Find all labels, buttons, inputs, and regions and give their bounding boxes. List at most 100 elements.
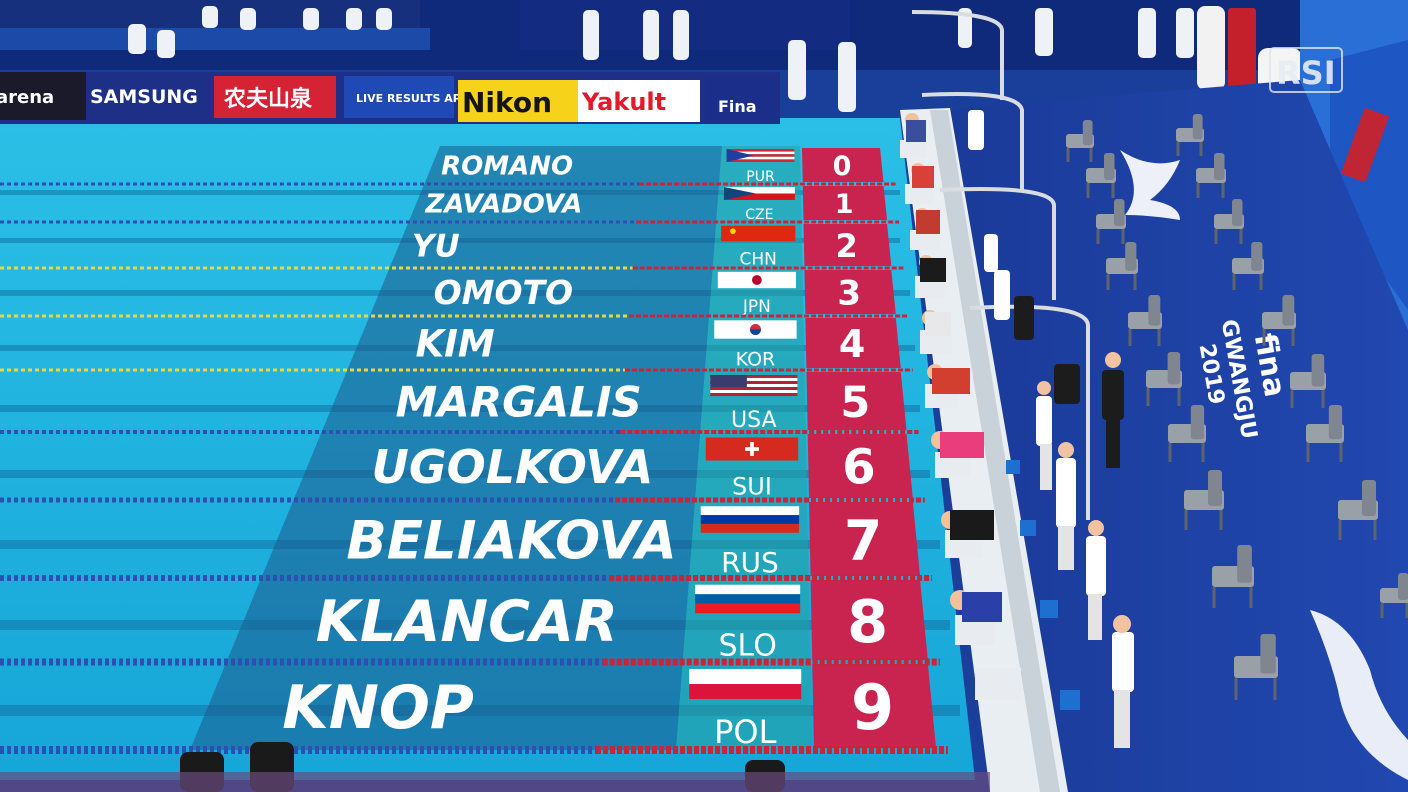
swimmer-name: KLANCAR [316, 589, 618, 655]
lane-row: 2 CHN YU [412, 224, 892, 269]
sponsor-live-results: LIVE RESULTS APP [356, 92, 469, 105]
lane-number-box [802, 148, 884, 182]
deck-chair [1290, 354, 1326, 408]
deck-chair [1106, 242, 1138, 290]
deck-chair [1232, 242, 1264, 290]
flag-rus-icon [700, 506, 800, 533]
deck-chair [1212, 545, 1254, 608]
stands [0, 0, 1408, 140]
lane-number-box [809, 502, 921, 576]
lane-number-box [807, 434, 913, 498]
flag-slo-icon [695, 584, 801, 614]
swimmer-name: ZAVADOVA [424, 190, 582, 220]
country-code: CZE [745, 207, 773, 223]
country-code: SLO [719, 628, 777, 663]
flag-cze-icon [723, 187, 795, 200]
lane-number-box [805, 318, 901, 368]
deck-chair [1306, 405, 1344, 462]
country-code: KOR [736, 349, 776, 371]
lane-number: 4 [839, 322, 865, 366]
country-code: USA [731, 408, 777, 433]
swimmer-name: OMOTO [434, 273, 574, 312]
broadcaster-logo: RSI [1269, 47, 1343, 93]
deck-chair [1176, 114, 1204, 156]
sponsor-yakult: Yakult [581, 88, 666, 116]
glass-wall [1300, 0, 1408, 330]
sponsor-board: arena SAMSUNG 农夫山泉 LIVE RESULTS APP Niko… [0, 72, 780, 124]
country-code: POL [714, 713, 776, 751]
swimmer-name: UGOLKOVA [372, 440, 654, 494]
lane-row: 3 JPN OMOTO [434, 270, 896, 317]
sponsor-samsung: SAMSUNG [90, 86, 198, 108]
deck-chair [1234, 634, 1278, 700]
lane-number-box [806, 372, 907, 430]
flag-sui-icon [705, 437, 799, 461]
swimmer-name: MARGALIS [395, 378, 641, 427]
deck-chairs [1066, 114, 1408, 700]
lane-row: 6 SUI UGOLKOVA [372, 434, 913, 501]
deck-chair [1338, 480, 1378, 540]
deck-chair [1146, 352, 1182, 406]
lane-number: 2 [835, 227, 857, 265]
sponsor-nikon: Nikon [462, 86, 552, 119]
officials [968, 110, 1134, 748]
country-code: JPN [742, 297, 771, 317]
lane-number-box [802, 186, 888, 220]
flag-chn-icon [721, 225, 796, 242]
country-code: CHN [740, 249, 777, 269]
deck-chair [1066, 120, 1094, 162]
country-code: PUR [746, 169, 775, 185]
fish-logo-icon [1120, 150, 1180, 220]
lane-number-box [810, 580, 928, 660]
deck-chair [1168, 405, 1206, 462]
lane-number-box [803, 224, 892, 266]
deck-chair [1096, 199, 1126, 244]
lane-name-band [190, 146, 722, 750]
fish-logo-icon [1310, 610, 1408, 780]
flag-usa-icon [710, 374, 798, 397]
flag-jpn-icon [717, 271, 796, 289]
lane-row: 9 POL KNOP [282, 664, 936, 751]
deck-chair [1196, 153, 1226, 198]
deck-chair [1086, 153, 1116, 198]
lane-number: 9 [851, 671, 894, 744]
flag-pur-icon [726, 149, 795, 162]
country-code: RUS [721, 546, 779, 579]
swimmer-name: KNOP [282, 673, 474, 743]
lane-number: 5 [840, 378, 870, 428]
flag-kor-icon [714, 320, 797, 339]
swimmer-name: ROMANO [441, 152, 573, 182]
swimmer-name: BELIAKOVA [346, 511, 676, 572]
deck-chair [1128, 295, 1162, 346]
lane-number: 8 [847, 587, 888, 656]
flag-pol-icon [689, 669, 802, 699]
broadcaster-logo-text: RSI [1276, 54, 1336, 92]
lane-row: 0 PUR ROMANO [441, 148, 884, 185]
lane-row: 5 USA MARGALIS [395, 372, 907, 433]
sponsor-nongfu: 农夫山泉 [223, 86, 313, 112]
swimmer-name: YU [412, 229, 460, 265]
deck-chair [1262, 295, 1296, 346]
lane-graphics: 0 PUR ROMANO 1 CZE ZAVADOVA 2 CHN YU 3 JPN OMOTO 4 KO… [0, 146, 948, 754]
lane-row: 8 SLO KLANCAR [316, 580, 928, 663]
starting-blocks [900, 113, 1021, 700]
country-code: SUI [732, 473, 772, 501]
lane-number: 7 [844, 508, 882, 572]
lane-row: 4 KOR KIM [415, 318, 901, 371]
lane-number: 6 [842, 440, 875, 496]
sponsor-arena: arena [0, 87, 54, 108]
lane-row: 7 RUS BELIAKOVA [346, 502, 921, 579]
pool-edge-foreground [0, 772, 990, 792]
deck-chair [1380, 573, 1408, 618]
lane-row: 1 CZE ZAVADOVA [424, 186, 888, 223]
deck-chair [1184, 470, 1224, 530]
deck-chair [1214, 199, 1244, 244]
lane-number-box [804, 270, 896, 314]
sponsor-fina: Fina [718, 97, 757, 116]
lane-number: 1 [835, 189, 854, 220]
lane-number-box [812, 664, 936, 748]
lane-number: 0 [833, 151, 852, 182]
lane-number: 3 [837, 273, 861, 313]
swimmer-name: KIM [415, 323, 494, 366]
